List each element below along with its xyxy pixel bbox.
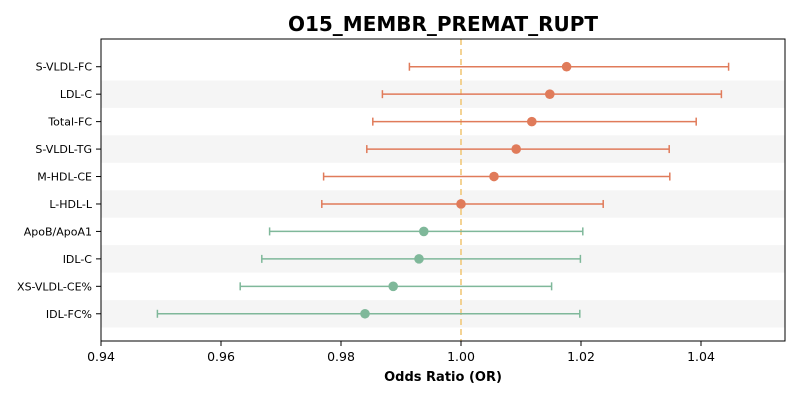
or-point [456, 199, 466, 209]
x-axis: 0.94 0.96 0.98 1.00 1.02 1.04 [87, 341, 715, 364]
y-axis: S-VLDL-FC LDL-C Total-FC S-VLDL-TG M-HDL-CE L… [17, 61, 101, 321]
x-tick-label: 0.96 [207, 349, 235, 364]
y-tick-label: XS-VLDL-CE% [17, 280, 92, 293]
forest-row-5 [321, 199, 604, 209]
y-tick-label: LDL-C [60, 88, 93, 101]
forest-row-9 [156, 308, 581, 319]
or-point [511, 144, 521, 154]
y-tick-label: L-HDL-L [49, 198, 93, 211]
or-point [561, 61, 572, 72]
or-point [360, 308, 370, 319]
or-point [388, 281, 399, 292]
x-tick-label: 0.94 [87, 349, 115, 364]
forest-row-1 [381, 89, 723, 99]
x-tick-label: 0.98 [327, 349, 355, 364]
forest-row-4 [322, 171, 671, 182]
y-tick-label: Total-FC [47, 116, 92, 129]
forest-row-7 [261, 254, 582, 264]
y-tick-label: IDL-FC% [46, 308, 92, 321]
x-tick-label: 1.02 [567, 349, 595, 364]
forest-row-2 [372, 116, 697, 127]
forest-row-8 [239, 281, 553, 292]
or-point [489, 171, 499, 182]
y-tick-label: ApoB/ApoA1 [24, 225, 92, 238]
y-tick-label: S-VLDL-FC [36, 61, 93, 74]
y-tick-label: S-VLDL-TG [35, 143, 92, 156]
chart-title: O15_MEMBR_PREMAT_RUPT [288, 12, 598, 36]
or-point [414, 254, 424, 264]
or-point [527, 116, 537, 127]
plot-frame [100, 38, 786, 342]
data-marks [156, 61, 730, 319]
forest-row-0 [408, 61, 730, 72]
y-tick-label: IDL-C [63, 253, 93, 266]
x-tick-label: 1.00 [447, 349, 475, 364]
or-point [545, 89, 555, 99]
x-axis-label: Odds Ratio (OR) [384, 370, 502, 385]
or-point [419, 226, 429, 237]
y-tick-label: M-HDL-CE [37, 171, 92, 184]
x-tick-label: 1.04 [687, 349, 715, 364]
forest-row-3 [366, 144, 670, 154]
forest-row-6 [268, 226, 584, 237]
